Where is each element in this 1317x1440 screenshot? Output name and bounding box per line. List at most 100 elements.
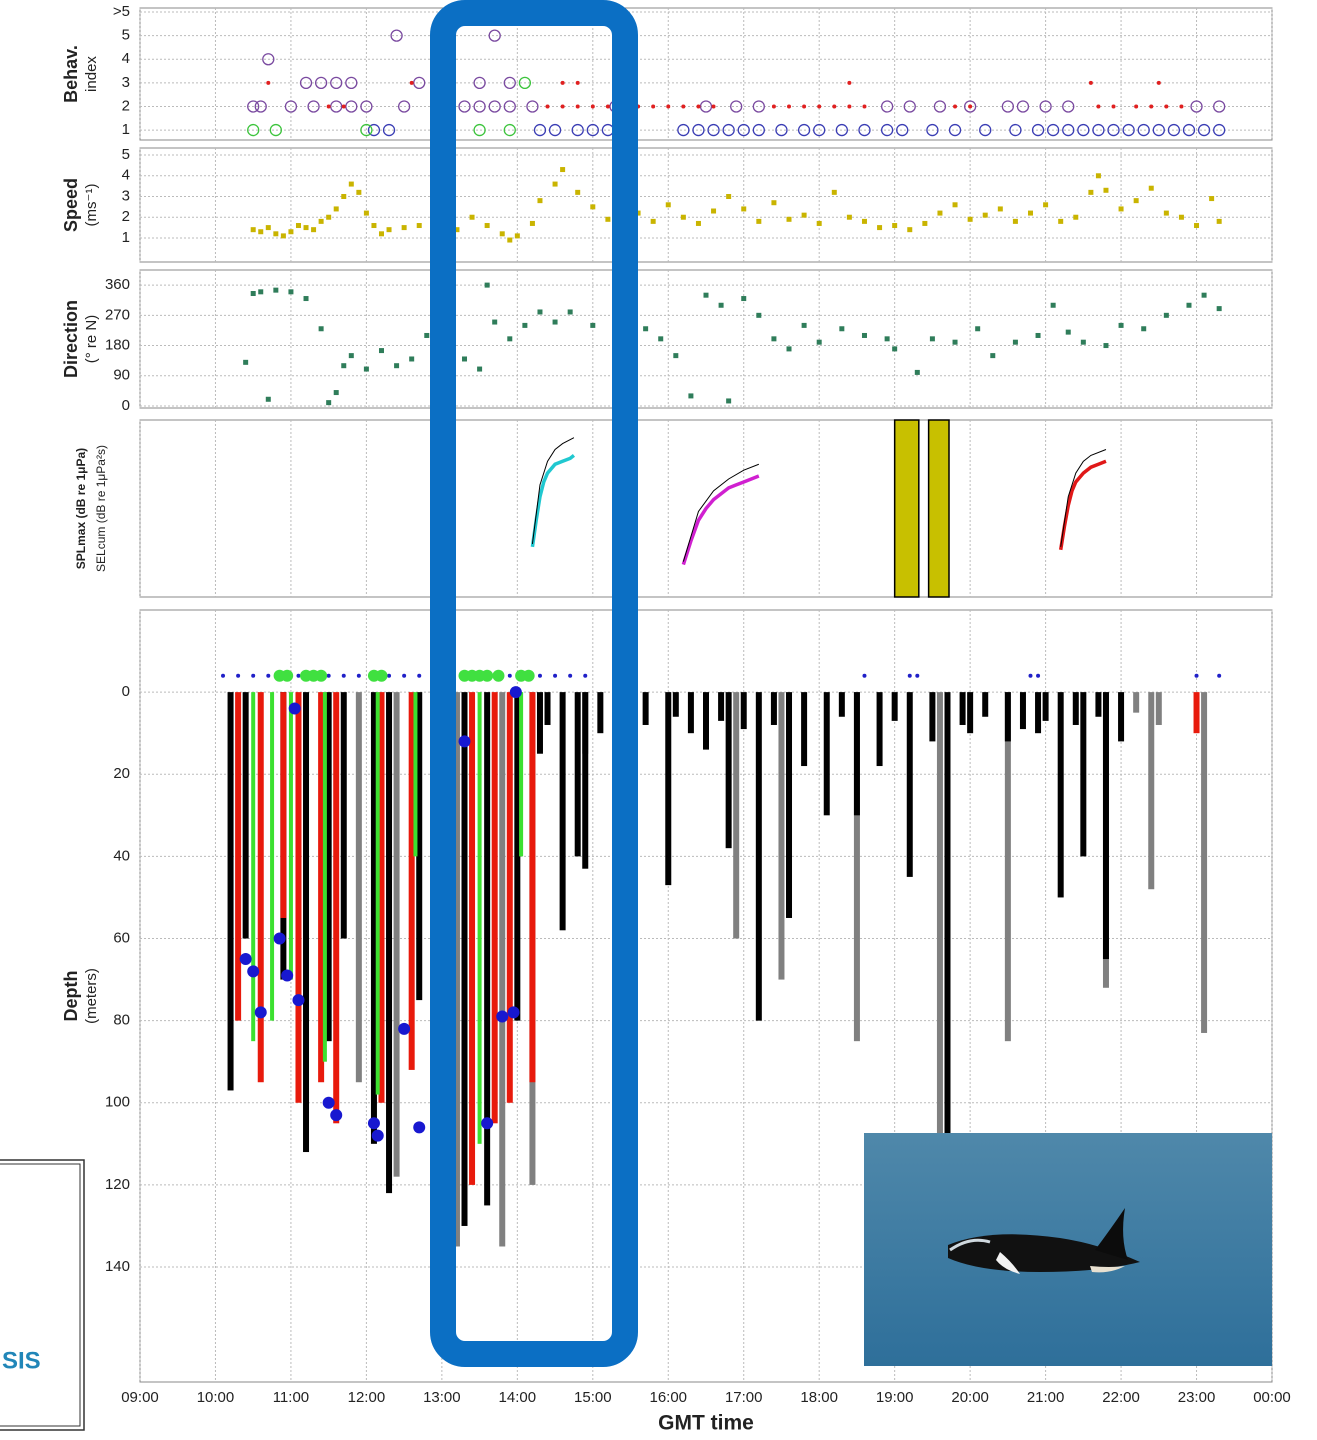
highlight-box (430, 0, 638, 1367)
dot-marker (296, 673, 301, 678)
y-tick-label: 100 (105, 1094, 130, 1111)
square-marker (831, 189, 837, 195)
dive-bar (786, 692, 793, 918)
square-marker (680, 214, 686, 220)
dive-bar (733, 692, 740, 939)
dive-bar (853, 692, 860, 1042)
dive-bar (687, 692, 694, 734)
square-marker (892, 223, 898, 229)
circle-marker (522, 669, 535, 682)
dive-bar (529, 692, 536, 1083)
square-marker (643, 326, 649, 332)
behavior-marker (330, 100, 343, 113)
x-tick-label: 19:00 (876, 1389, 914, 1406)
circle-marker (281, 969, 294, 982)
behavior-marker (979, 123, 992, 137)
circle-marker (481, 1117, 494, 1130)
y-tick-label: 60 (113, 929, 130, 946)
dot-marker (507, 673, 512, 678)
dive-bar (393, 692, 400, 1177)
behavior-marker (330, 76, 343, 90)
dive-bar (519, 692, 524, 857)
dive-bar (477, 692, 482, 1144)
square-marker (1118, 206, 1124, 212)
panel-frame (139, 269, 1273, 409)
behavior-marker (835, 123, 848, 137)
y-axis-label: (meters) (83, 968, 100, 1024)
behavior-marker (1009, 123, 1022, 137)
y-tick-label: 360 (105, 276, 130, 293)
dive-bar (242, 692, 249, 939)
behavior-marker (1167, 123, 1181, 137)
dot-marker (568, 673, 573, 678)
square-marker (537, 309, 543, 315)
behavior-marker (571, 123, 584, 137)
behavior-marker (269, 123, 282, 137)
square-marker (650, 218, 656, 224)
level-curve (682, 463, 760, 562)
orca-fin (1095, 1208, 1128, 1260)
square-marker (250, 227, 256, 233)
square-marker (484, 223, 490, 229)
dive-bar (251, 692, 256, 1042)
y-axis-label: Behav. (61, 45, 81, 103)
square-marker (265, 225, 271, 231)
dive-bar (982, 692, 989, 717)
square-marker (952, 202, 958, 208)
square-marker (258, 289, 264, 295)
square-marker (1201, 292, 1207, 298)
square-marker (718, 302, 724, 308)
behavior-marker (1031, 123, 1045, 137)
dive-bar (967, 692, 974, 734)
dot-marker (1179, 104, 1184, 109)
orca-body (948, 1234, 1140, 1272)
square-marker (590, 322, 596, 328)
dot-marker (605, 104, 610, 109)
behavior-marker (345, 76, 358, 90)
square-marker (1073, 214, 1079, 220)
y-tick-label: 3 (122, 187, 130, 204)
square-marker (1050, 302, 1056, 308)
dot-marker (847, 104, 852, 109)
dot-marker (711, 104, 716, 109)
circle-marker (458, 735, 471, 748)
square-marker (673, 353, 679, 359)
square-marker (363, 210, 369, 216)
square-marker (333, 206, 339, 212)
square-marker (952, 339, 958, 345)
x-tick-label: 22:00 (1102, 1389, 1140, 1406)
dive-bar (853, 692, 860, 816)
dot-marker (1194, 673, 1199, 678)
dive-bar (333, 692, 340, 1124)
square-marker (922, 220, 928, 226)
dive-bar (891, 692, 898, 721)
circle-marker (322, 1096, 335, 1109)
dive-bar (770, 692, 777, 725)
circle-marker (273, 932, 286, 945)
square-marker (990, 353, 996, 359)
dive-bar (378, 692, 385, 1103)
behavior-marker (586, 123, 599, 137)
level-curve (1058, 459, 1107, 551)
square-marker (590, 204, 596, 210)
dot-marker (787, 104, 792, 109)
square-marker (861, 332, 867, 338)
dot-marker (326, 104, 331, 109)
square-marker (477, 366, 483, 372)
panel-frame (139, 7, 1273, 141)
x-axis-label: GMT time (658, 1412, 754, 1435)
square-marker (1028, 210, 1034, 216)
square-marker (665, 202, 671, 208)
plot-area: 1 2 3 4 5 >5 Behav. index 1 2 3 4 5 Speed (ms⁻¹) 0 90 180… (61, 3, 1291, 1435)
dive-bar (1155, 692, 1162, 725)
square-marker (1141, 326, 1147, 332)
behavior-marker (1197, 123, 1211, 137)
dot-marker (402, 673, 407, 678)
dive-bar (416, 692, 423, 1001)
dive-bar (1019, 692, 1026, 730)
behavior-marker (314, 76, 328, 90)
behavior-marker (775, 123, 788, 137)
dot-marker (575, 104, 580, 109)
square-marker (326, 400, 332, 406)
